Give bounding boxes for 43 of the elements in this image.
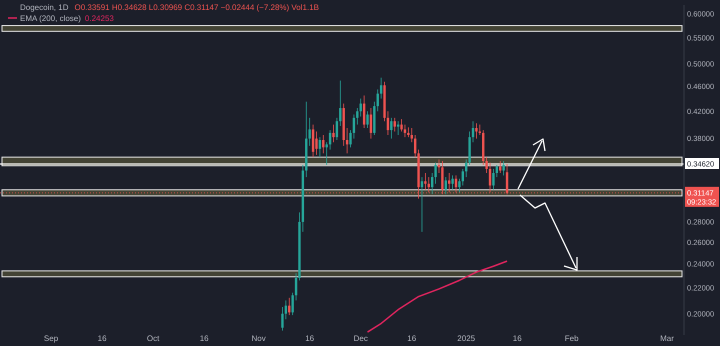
candlestick: [394, 117, 396, 132]
x-tick-label: 2025: [457, 334, 476, 343]
annotation: O0.33591 H0.34628 L0.30969 C0.31147 −0.02444 (−7.28%) Vol1.1B: [74, 3, 319, 12]
annotation: 0.24253: [84, 14, 114, 23]
candlestick: [434, 162, 437, 184]
x-tick-label: Sep: [44, 334, 59, 343]
candlestick: [360, 98, 362, 117]
x-tick-label: Dec: [354, 334, 368, 343]
candlestick: [492, 168, 495, 190]
x-tick-label: 16: [305, 334, 315, 343]
candlestick: [499, 160, 502, 174]
candlestick: [390, 117, 393, 139]
x-tick-label: 16: [98, 334, 108, 343]
candlestick: [478, 124, 482, 136]
candlestick: [322, 134, 324, 154]
candlestick: [444, 176, 447, 195]
candlestick: [396, 120, 400, 136]
candlestick: [312, 124, 314, 158]
chart-title: Dogecoin, 1D: [20, 3, 69, 12]
legend-label: EMA (200, close): [20, 14, 82, 23]
candlestick: [318, 136, 322, 158]
x-tick-label: 16: [407, 334, 417, 343]
candlestick: [328, 130, 332, 150]
candlestick: [308, 117, 311, 146]
candlestick: [370, 108, 372, 139]
candlestick: [281, 306, 284, 332]
x-tick-label: Nov: [252, 334, 266, 343]
candlestick: [475, 122, 478, 139]
x-tick-label: Oct: [146, 334, 160, 343]
x-tick-label: Mar: [660, 334, 674, 343]
line-series: [366, 260, 508, 333]
candlestick: [424, 172, 427, 190]
x-tick-label: 16: [200, 334, 210, 343]
candlestick: [428, 176, 430, 193]
x-tick-label: Feb: [564, 334, 580, 343]
candlestick: [448, 172, 450, 193]
candlestick: [407, 126, 410, 138]
candlestick: [362, 95, 366, 128]
candlestick: [502, 160, 505, 176]
candlestick: [451, 175, 454, 190]
candlestick: [288, 297, 290, 316]
x-tick-label: 16: [512, 334, 522, 343]
candlestick: [410, 128, 413, 143]
